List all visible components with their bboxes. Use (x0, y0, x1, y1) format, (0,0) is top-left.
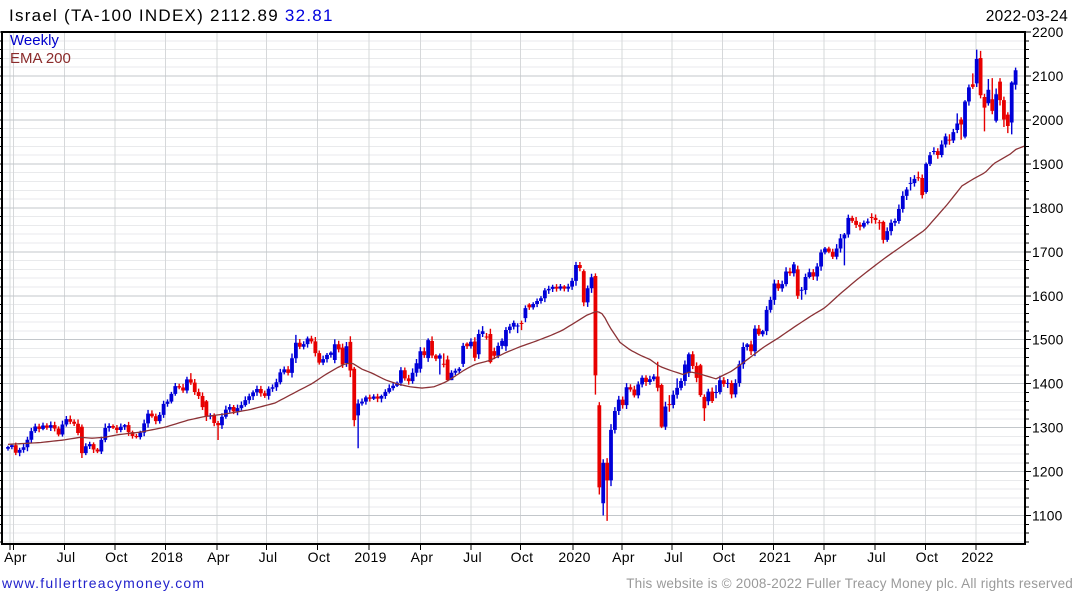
svg-text:Apr: Apr (612, 549, 635, 565)
svg-text:1400: 1400 (1032, 377, 1064, 392)
svg-text:1600: 1600 (1032, 289, 1064, 304)
svg-text:1500: 1500 (1032, 333, 1064, 348)
svg-text:2018: 2018 (151, 549, 183, 565)
svg-text:2000: 2000 (1032, 113, 1064, 128)
svg-text:2100: 2100 (1032, 69, 1064, 84)
svg-text:Jul: Jul (57, 549, 76, 565)
svg-text:1900: 1900 (1032, 157, 1064, 172)
svg-text:www.fullertreacymoney.com: www.fullertreacymoney.com (1, 575, 205, 591)
svg-text:Weekly: Weekly (10, 32, 59, 49)
svg-text:2021: 2021 (759, 549, 791, 565)
svg-text:Oct: Oct (105, 549, 128, 565)
svg-text:Apr: Apr (4, 549, 27, 565)
svg-text:EMA 200: EMA 200 (10, 50, 71, 67)
svg-text:2200: 2200 (1032, 25, 1064, 40)
svg-text:Jul: Jul (259, 549, 278, 565)
svg-text:2022: 2022 (961, 549, 993, 565)
svg-text:Apr: Apr (207, 549, 230, 565)
svg-text:1200: 1200 (1032, 465, 1064, 480)
svg-text:Jul: Jul (463, 549, 482, 565)
svg-text:2022-03-24: 2022-03-24 (986, 8, 1068, 25)
svg-text:Oct: Oct (308, 549, 331, 565)
svg-text:Oct: Oct (511, 549, 534, 565)
svg-text:Oct: Oct (916, 549, 939, 565)
svg-text:This website is © 2008-2022 Fu: This website is © 2008-2022 Fuller Treac… (626, 576, 1073, 591)
svg-text:1800: 1800 (1032, 201, 1064, 216)
svg-text:Jul: Jul (867, 549, 886, 565)
svg-text:1300: 1300 (1032, 421, 1064, 436)
svg-text:Jul: Jul (664, 549, 683, 565)
svg-text:1700: 1700 (1032, 245, 1064, 260)
svg-text:Israel (TA-100 INDEX) 2112.89: Israel (TA-100 INDEX) 2112.89 32.81 (9, 6, 334, 25)
svg-text:Apr: Apr (411, 549, 434, 565)
svg-text:2020: 2020 (558, 549, 590, 565)
svg-text:1100: 1100 (1032, 509, 1063, 524)
svg-text:Oct: Oct (713, 549, 736, 565)
svg-text:Apr: Apr (814, 549, 837, 565)
svg-text:2019: 2019 (354, 549, 386, 565)
